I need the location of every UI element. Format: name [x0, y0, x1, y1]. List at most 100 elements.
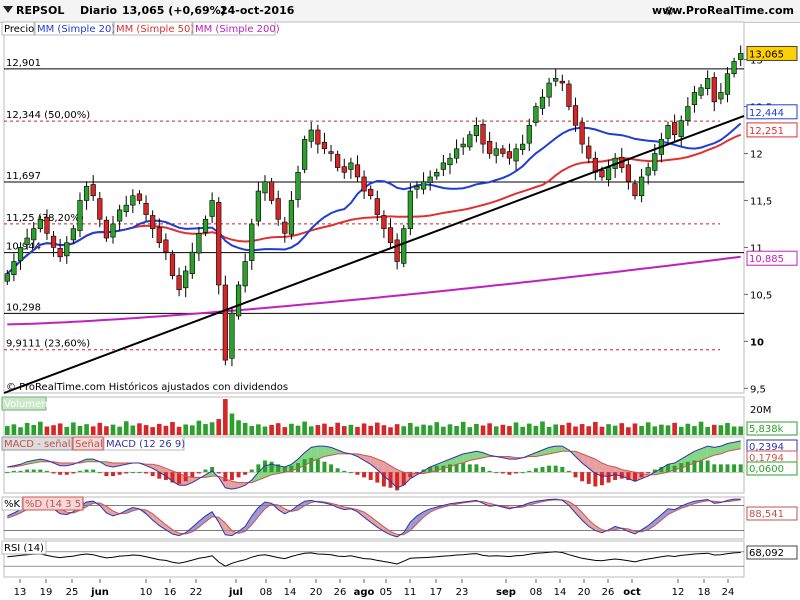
macd-histogram-bar [718, 464, 723, 473]
candle-body [176, 275, 182, 290]
volume-bar [573, 426, 578, 435]
macd-histogram-bar [329, 464, 334, 473]
k-legend: %K [4, 499, 21, 510]
candle-body [70, 228, 76, 241]
candle-body [420, 181, 427, 190]
candle-body [599, 170, 605, 178]
macd-histogram-bar [296, 463, 300, 473]
level-label: 10,944 [6, 242, 41, 253]
macd-histogram-bar [666, 464, 670, 473]
stochastic-fill [377, 521, 384, 532]
macd-histogram-bar [626, 472, 631, 480]
macd-histogram-bar [619, 472, 624, 479]
volume-bar [725, 423, 730, 435]
volume-bar [718, 425, 724, 435]
macd-fill [535, 450, 543, 457]
candle-body [117, 209, 123, 222]
macd-histogram-bar [157, 472, 162, 479]
macd-histogram-bar [243, 472, 248, 475]
candle-body [275, 198, 281, 220]
macd-histogram-bar [355, 472, 360, 475]
volume-tick-label: 20M [750, 405, 771, 416]
macd-histogram-bar [388, 472, 393, 488]
volume-bar [374, 422, 380, 435]
macd-histogram-bar [130, 472, 135, 474]
macd-histogram-bar [474, 464, 479, 473]
volume-bar [289, 423, 294, 435]
volume-bar [606, 424, 611, 435]
volume-bar [692, 426, 697, 435]
x-tick-label: 14 [554, 587, 567, 598]
stochastic-fill [575, 505, 583, 521]
candle-body [625, 164, 631, 182]
candle-body [632, 183, 638, 197]
volume-bar [678, 426, 684, 435]
x-tick-label: jun [90, 587, 109, 598]
volume-bar [328, 426, 334, 435]
macd-fill [370, 456, 378, 470]
menu-arrow-icon[interactable] [3, 6, 13, 13]
d-legend: %D (14 3 5) [25, 499, 85, 510]
macd-fill [238, 482, 246, 488]
rsi-value-box-box [746, 545, 798, 560]
macd-histogram-bar [738, 464, 743, 473]
candle-body [288, 200, 295, 235]
volume-bar [566, 422, 572, 435]
macd-histogram-bar [375, 472, 380, 483]
candle-body [222, 284, 228, 361]
candle-body [440, 162, 446, 170]
volume-bar [487, 423, 492, 435]
volume-bar [619, 423, 625, 435]
x-tick-label: 12 [672, 587, 685, 598]
x-tick-label: ago [354, 587, 375, 598]
period-label: Diario [80, 4, 118, 17]
candle-body [255, 190, 261, 222]
stochastic-fill [337, 504, 345, 510]
macd-histogram-bar [256, 464, 261, 473]
macd-histogram-bar [18, 470, 23, 473]
settings-icon[interactable]: ⚙ [664, 4, 675, 18]
candle-body [506, 151, 513, 159]
macd-histogram-bar [699, 460, 704, 473]
signal-value-box: 0,1794 [749, 453, 784, 464]
macd-histogram-bar [309, 457, 314, 473]
volume-bar [586, 426, 592, 435]
candle-body [143, 202, 149, 215]
macd-histogram-bar [599, 472, 604, 486]
candle-body [136, 193, 143, 201]
legend-ma200-box [192, 21, 276, 36]
volume-bar [229, 413, 235, 435]
candle-body [638, 176, 645, 197]
stochastic-fill [251, 507, 259, 525]
macd-histogram-bar [428, 466, 433, 473]
macd-diff-value-box: 0,0600 [749, 464, 784, 475]
candle-body [711, 77, 717, 103]
volume-bar [361, 423, 367, 435]
macd-histogram-bar [646, 472, 651, 474]
volume-bar [540, 421, 545, 435]
ma200-value-box: 10,885 [749, 254, 784, 265]
candle-body [83, 186, 90, 201]
stochastic-value-box: 88,541 [749, 509, 784, 520]
volume-bar [196, 420, 202, 435]
candle-body [473, 125, 480, 136]
macd-histogram-bar [78, 470, 82, 473]
candle-body [672, 122, 678, 136]
y-tick-label: 10,5 [750, 290, 772, 301]
volume-bar [612, 425, 618, 435]
candle-body [110, 223, 116, 238]
macd-histogram-bar [685, 461, 690, 473]
stochastic-fill [278, 504, 285, 514]
macd-histogram-bar [705, 460, 710, 473]
candle-body [315, 129, 321, 145]
macd-histogram-bar [553, 465, 558, 473]
x-tick-label: 25 [66, 587, 79, 598]
candle-body [480, 124, 486, 145]
macd-histogram-bar [533, 468, 538, 473]
volume-legend: Volumen [4, 399, 48, 410]
x-tick-label: 11 [404, 587, 417, 598]
legend-price-box [1, 21, 35, 36]
stochastic-fill [205, 511, 213, 522]
macd-histogram-bar [679, 463, 684, 473]
volume-bar [599, 426, 605, 435]
